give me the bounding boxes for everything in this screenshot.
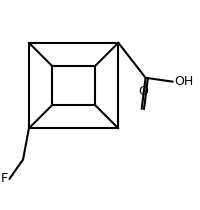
Text: O: O bbox=[139, 85, 149, 98]
Text: OH: OH bbox=[175, 75, 194, 88]
Text: F: F bbox=[0, 172, 8, 185]
